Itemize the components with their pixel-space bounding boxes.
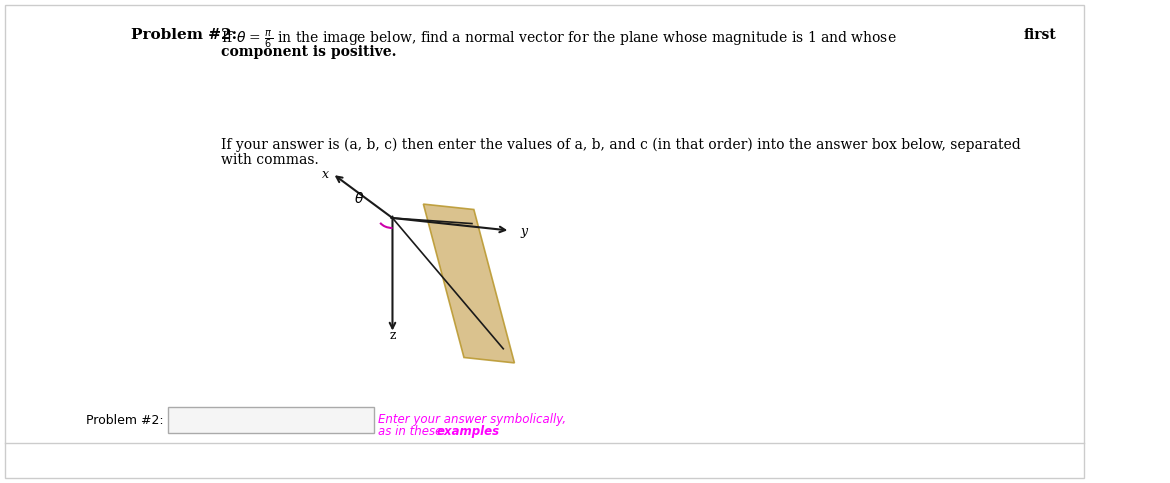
Text: $\theta$: $\theta$ (355, 190, 365, 206)
Text: Problem #2:: Problem #2: (85, 413, 164, 426)
Text: y: y (521, 225, 528, 238)
Text: z: z (390, 329, 395, 342)
Text: with commas.: with commas. (221, 153, 319, 167)
Polygon shape (424, 204, 515, 363)
Text: Problem #2:: Problem #2: (131, 28, 238, 42)
Text: If your answer is (a, b, c) then enter the values of a, b, and c (in that order): If your answer is (a, b, c) then enter t… (221, 138, 1021, 153)
Text: If $\theta$ = $\frac{\pi}{6}$ in the image below, find a normal vector for the p: If $\theta$ = $\frac{\pi}{6}$ in the ima… (221, 28, 897, 50)
FancyBboxPatch shape (168, 407, 373, 433)
Text: as in these: as in these (378, 425, 447, 438)
FancyBboxPatch shape (5, 5, 1083, 478)
Text: first: first (1024, 28, 1057, 42)
Text: component is positive.: component is positive. (221, 45, 397, 59)
Text: x: x (322, 169, 329, 182)
Text: Enter your answer symbolically,: Enter your answer symbolically, (378, 413, 566, 426)
Text: examples: examples (436, 425, 500, 438)
